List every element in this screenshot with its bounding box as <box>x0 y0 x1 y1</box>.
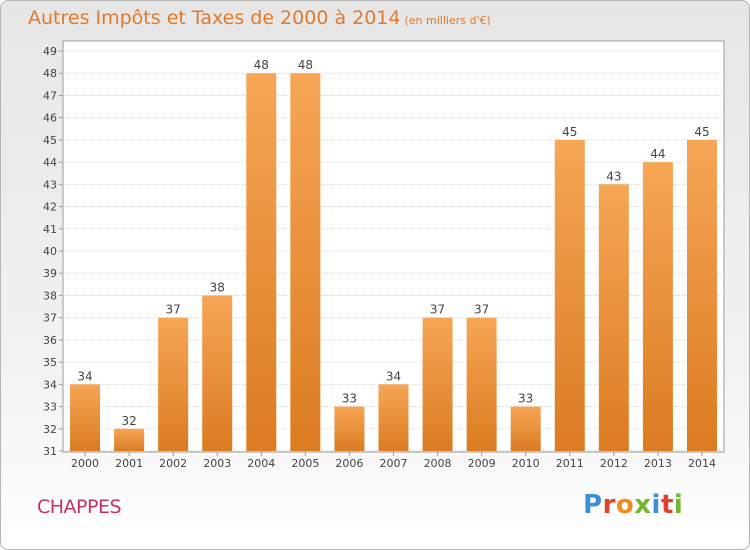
data-label: 45 <box>694 125 709 139</box>
bar <box>598 184 629 452</box>
data-label: 33 <box>342 392 357 406</box>
data-label: 43 <box>606 169 621 183</box>
x-tick-label: 2006 <box>335 457 363 470</box>
data-label: 37 <box>430 303 445 317</box>
x-axis-labels: 2000 2001 2002 2003 2004 2005 2006 2007 2008 2009… <box>71 452 716 470</box>
x-tick-label: 2004 <box>247 457 275 470</box>
logo-letter: i <box>651 490 661 520</box>
bar <box>554 139 585 451</box>
data-label: 45 <box>562 125 577 139</box>
x-tick-label: 2011 <box>556 457 584 470</box>
x-tick-label: 2014 <box>688 457 716 470</box>
y-tick-label: 45 <box>43 134 57 147</box>
data-labels: 34 32 37 38 48 48 33 34 37 37 33 45 43 44 45 <box>77 58 709 428</box>
bar <box>70 384 101 451</box>
data-label: 32 <box>121 414 136 428</box>
bar <box>378 384 409 451</box>
y-tick-label: 42 <box>43 201 57 214</box>
unit-text: (en milliers d'€) <box>404 14 491 27</box>
y-tick-label: 32 <box>43 423 57 436</box>
y-tick-label: 36 <box>43 334 57 347</box>
data-label: 37 <box>474 303 489 317</box>
y-tick-label: 33 <box>43 401 57 414</box>
y-tick-label: 46 <box>43 112 57 125</box>
y-tick-label: 39 <box>43 267 57 280</box>
y-tick-label: 48 <box>43 67 57 80</box>
y-tick-label: 47 <box>43 89 57 102</box>
bar <box>158 317 189 451</box>
x-tick-label: 2005 <box>291 457 319 470</box>
data-label: 34 <box>77 369 92 383</box>
commune-name: CHAPPES <box>37 496 122 518</box>
data-label: 34 <box>386 369 401 383</box>
data-label: 38 <box>210 280 225 294</box>
data-label: 48 <box>298 58 313 72</box>
y-tick-label: 31 <box>43 445 57 458</box>
y-tick-label: 34 <box>43 378 57 391</box>
y-tick-label: 40 <box>43 245 57 258</box>
bar <box>290 73 321 451</box>
x-tick-label: 2013 <box>644 457 672 470</box>
chart-title: Autres Impôts et Taxes de 2000 à 2014 (en… <box>28 7 491 29</box>
title-text: Autres Impôts et Taxes de 2000 à 2014 <box>28 7 401 29</box>
bar <box>642 162 673 451</box>
data-label: 37 <box>166 303 181 317</box>
y-tick-label: 41 <box>43 223 57 236</box>
x-tick-label: 2001 <box>115 457 143 470</box>
data-label: 33 <box>518 392 533 406</box>
x-tick-label: 2010 <box>512 457 540 470</box>
x-tick-label: 2002 <box>159 457 187 470</box>
y-tick-label: 38 <box>43 289 57 302</box>
y-tick-label: 43 <box>43 178 57 191</box>
bar <box>422 317 453 451</box>
bar <box>114 428 145 451</box>
y-tick-label: 37 <box>43 312 57 325</box>
logo-letter: x <box>634 490 652 520</box>
logo-letter: r <box>602 490 616 520</box>
logo-letter: o <box>615 490 635 520</box>
y-tick-label: 44 <box>43 156 57 169</box>
x-tick-label: 2000 <box>71 457 99 470</box>
data-label: 44 <box>650 147 665 161</box>
x-tick-label: 2008 <box>424 457 452 470</box>
bar <box>466 317 497 451</box>
x-tick-label: 2003 <box>203 457 231 470</box>
y-axis-labels: 31 32 33 34 35 36 37 38 39 40 41 42 43 44 45 46 47 48 49 <box>43 45 57 458</box>
logo-letter: i <box>673 490 684 520</box>
bar <box>510 406 541 451</box>
bar <box>686 139 717 451</box>
x-tick-label: 2009 <box>468 457 496 470</box>
bars <box>70 73 717 452</box>
y-tick-label: 35 <box>43 356 57 369</box>
bar <box>334 406 365 451</box>
logo-letter: t <box>660 490 674 520</box>
proxiti-logo: Proxiti <box>583 490 683 520</box>
data-label: 48 <box>254 58 269 72</box>
x-tick-label: 2007 <box>380 457 408 470</box>
logo-letter: P <box>583 490 603 520</box>
bar <box>246 73 277 451</box>
bar <box>202 295 233 451</box>
x-tick-label: 2012 <box>600 457 628 470</box>
y-tick-label: 49 <box>43 45 57 58</box>
